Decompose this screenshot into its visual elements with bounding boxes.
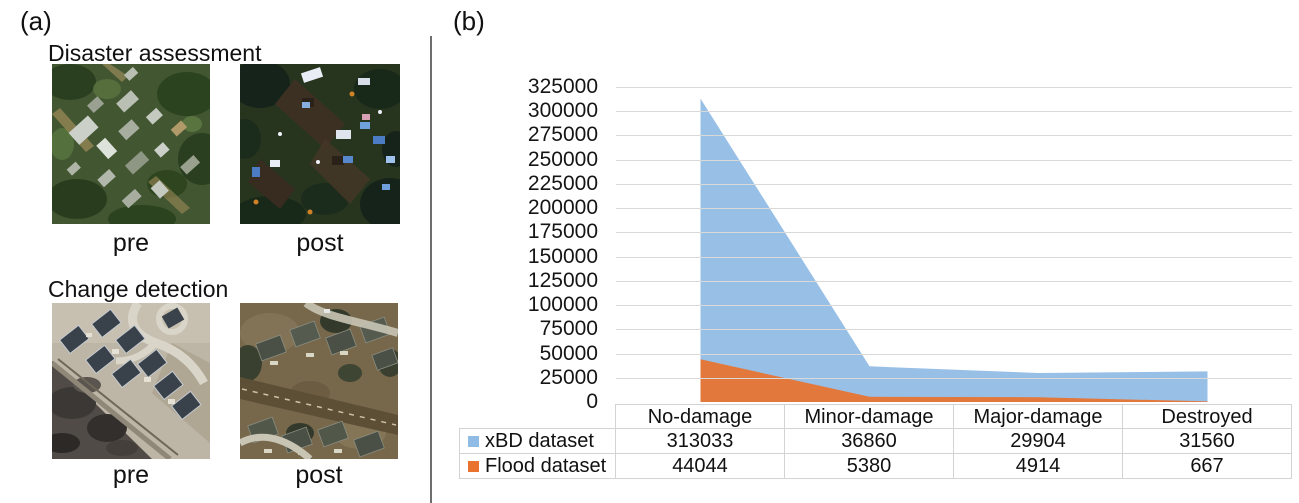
area-series-xbd-dataset [700,98,1208,402]
y-axis-tick-label: 50000 [539,341,598,365]
area-series-flood-dataset [700,359,1208,402]
gridline [616,305,1292,307]
satellite-image-disaster-post [240,64,400,224]
y-axis-tick-label: 25000 [539,365,598,389]
disaster-post-caption: post [296,229,344,257]
y-axis-tick-label: 75000 [539,317,598,341]
satellite-image-change-pre [52,303,210,459]
legend-swatch-icon [468,460,479,472]
legend-cell: xBD dataset [459,429,616,454]
y-axis-tick-label: 300000 [527,99,598,123]
value-cell: 313033 [616,429,785,454]
gridline [616,377,1292,379]
area-chart-plot [616,87,1292,402]
y-axis-tick-label: 200000 [527,196,598,220]
data-table: No-damage Minor-damage Major-damage Destroy… [459,404,1292,479]
gridline [616,208,1292,210]
y-axis-tick-label: 250000 [527,147,598,171]
value-cell: 29904 [954,429,1123,454]
gridline [616,256,1292,258]
y-axis-tick-label: 100000 [527,293,598,317]
gridline [616,159,1292,161]
y-axis-tick-label: 125000 [527,268,598,292]
area-chart [700,98,1208,402]
satellite-image-change-post [240,303,398,459]
disaster-pre-caption: pre [112,229,150,257]
value-cell: 31560 [1123,429,1292,454]
legend-swatch-icon [468,435,479,447]
value-cell: 36860 [785,429,954,454]
panel-divider [430,36,432,503]
panel-b-label: (b) [453,6,485,36]
y-axis-tick-label: 0 [586,390,598,413]
value-cell: 44044 [616,454,785,479]
gridline [616,135,1292,137]
panel-a-label: (a) [20,6,52,36]
value-cell: 4914 [954,454,1123,479]
gridline [616,280,1292,282]
category-header-cell: Major-damage [954,404,1123,429]
y-axis-tick-label: 275000 [527,123,598,147]
legend-cell: Flood dataset [459,454,616,479]
gridline [616,87,1292,88]
y-axis-tick-label: 325000 [527,75,598,98]
y-axis-tick-label: 175000 [527,220,598,244]
satellite-image-disaster-pre [52,64,210,224]
gridline [616,329,1292,331]
y-axis-tick-label: 225000 [527,171,598,195]
gridline [616,353,1292,355]
value-cell: 667 [1123,454,1292,479]
gridline [616,232,1292,234]
table-corner-cell [459,404,616,429]
change-post-caption: post [295,461,343,489]
y-axis-tick-label: 150000 [527,244,598,268]
gridline [616,183,1292,185]
change-pre-caption: pre [112,461,150,489]
category-header-cell: Destroyed [1123,404,1292,429]
disaster-assessment-title: Disaster assessment [48,40,262,66]
gridline [616,111,1292,113]
value-cell: 5380 [785,454,954,479]
legend-series-name: Flood dataset [485,454,607,477]
y-axis-labels: 325000 300000 275000 250000 225000 200000 1750… [468,75,598,413]
change-detection-title: Change detection [48,276,229,302]
legend-series-name: xBD dataset [485,429,594,452]
category-header-cell: Minor-damage [785,404,954,429]
category-header-cell: No-damage [616,404,785,429]
